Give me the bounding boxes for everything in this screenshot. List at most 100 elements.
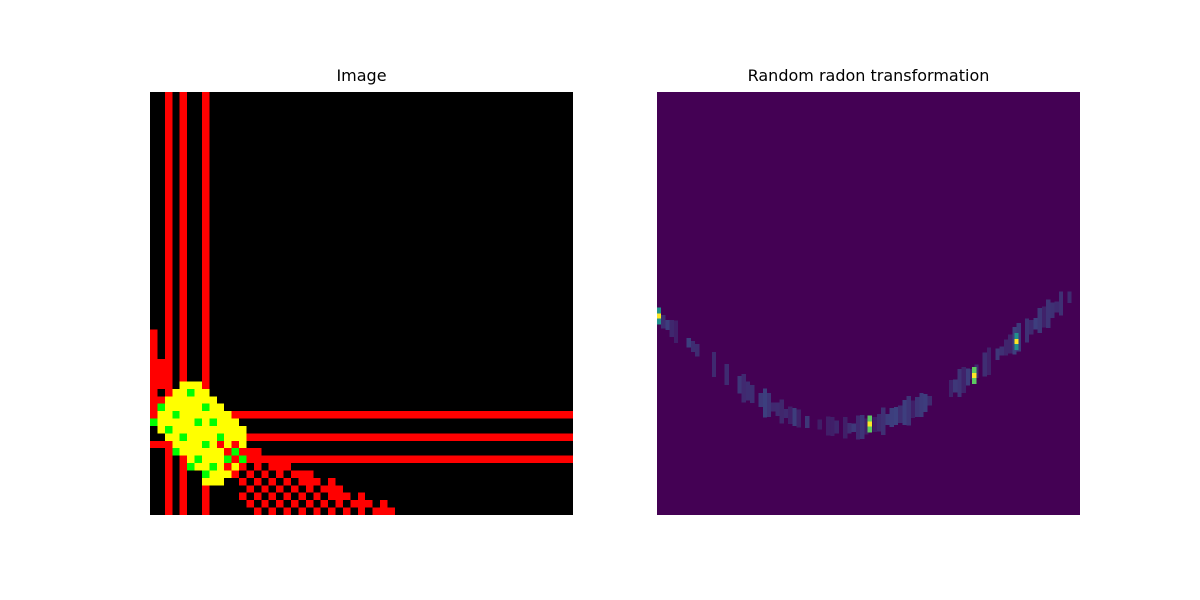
sinogram-streak — [792, 407, 797, 426]
checker-pixel — [224, 448, 232, 456]
checker-pixel — [291, 485, 299, 493]
checker-pixel — [335, 500, 343, 508]
sinogram-streak — [1041, 306, 1047, 328]
checker-pixel — [357, 507, 366, 515]
checker-pixel — [246, 500, 254, 508]
red-pixel — [164, 381, 173, 389]
horizontal-red-line — [224, 433, 573, 441]
sinogram-streak — [986, 347, 992, 375]
checker-pixel — [298, 492, 306, 501]
bright-streak-core — [1014, 339, 1019, 345]
red-pixel — [150, 403, 158, 412]
green-pixel — [201, 403, 210, 412]
diagonal-red-step — [276, 463, 291, 471]
checker-pixel — [253, 477, 262, 486]
sinogram-streak — [779, 399, 784, 424]
checker-pixel — [313, 492, 321, 501]
yellow-blob-pixel — [164, 403, 225, 412]
red-pixel — [157, 366, 165, 374]
sinogram-streak — [834, 420, 839, 434]
checker-pixel — [224, 463, 232, 471]
checker-pixel — [261, 500, 269, 508]
red-pixel — [164, 388, 173, 397]
red-pixel — [150, 366, 158, 374]
green-pixel — [172, 448, 180, 456]
red-pixel — [150, 344, 158, 352]
checker-pixel — [328, 477, 336, 486]
checker-pixel — [313, 507, 321, 515]
red-pixel — [157, 359, 165, 367]
diagonal-red-step — [261, 455, 277, 464]
red-pixel — [150, 381, 158, 389]
sinogram-streak — [855, 415, 861, 440]
checker-pixel — [268, 477, 277, 486]
diagonal-red-step — [320, 485, 336, 493]
checker-pixel — [239, 492, 247, 501]
sinogram-streak — [775, 402, 780, 416]
radon-title: Random radon transformation — [747, 66, 990, 85]
sinogram-streak — [906, 396, 911, 426]
green-pixel — [209, 418, 217, 426]
green-pixel — [239, 455, 247, 464]
horizontal-red-line — [239, 455, 573, 464]
checker-pixel — [276, 500, 284, 508]
sinogram-streak — [881, 407, 886, 435]
bright-streak-core — [867, 421, 872, 427]
sinogram-streak — [1050, 302, 1055, 319]
sinogram-streak — [961, 367, 966, 394]
sinogram-streak — [686, 338, 691, 348]
checker-pixel — [253, 492, 262, 501]
red-pixel — [150, 411, 158, 419]
sinogram-streak — [1067, 291, 1072, 303]
sinogram-streak — [817, 419, 822, 430]
checker-pixel — [298, 507, 306, 515]
sinogram-streak — [788, 406, 793, 425]
checker-pixel — [239, 477, 247, 486]
sinogram-streak — [1029, 320, 1034, 335]
checker-pixel — [239, 463, 247, 471]
red-pixel — [150, 359, 158, 367]
red-pixel — [150, 336, 158, 345]
checker-pixel — [268, 492, 277, 501]
checker-pixel — [305, 485, 314, 493]
sinogram-streak — [898, 405, 903, 423]
yellow-blob-pixel — [201, 477, 225, 486]
yellow-blob-pixel — [179, 381, 202, 389]
sinogram-streak — [1046, 299, 1051, 329]
checker-pixel — [276, 485, 284, 493]
sinogram-streak — [893, 406, 899, 426]
checker-pixel — [246, 470, 254, 478]
sinogram-streak — [695, 344, 700, 357]
yellow-blob-pixel — [179, 448, 247, 456]
green-pixel — [194, 418, 202, 426]
yellow-blob-pixel — [157, 425, 247, 434]
checker-pixel — [380, 500, 388, 508]
sinogram-streak — [1016, 323, 1021, 352]
sinogram-streak — [876, 413, 882, 432]
sinogram-streak — [745, 381, 751, 401]
green-pixel — [164, 425, 173, 434]
sinogram-streak — [872, 417, 877, 432]
vertical-red-line — [201, 92, 210, 515]
sinogram-streak — [864, 418, 869, 435]
sinogram-streak — [910, 400, 916, 419]
sinogram-streak — [758, 392, 763, 408]
sinogram-streak — [690, 341, 696, 353]
red-pixel — [150, 396, 158, 404]
checker-pixel — [239, 448, 247, 456]
sinogram-streak — [953, 379, 958, 393]
checker-pixel — [328, 507, 336, 515]
sinogram-streak — [830, 417, 835, 436]
diagonal-red-step — [335, 492, 351, 501]
green-pixel — [187, 388, 195, 397]
sinogram-streak — [1025, 318, 1030, 343]
green-pixel — [150, 418, 158, 426]
red-pixel — [157, 396, 165, 404]
sinogram-streak — [1008, 334, 1013, 354]
sinogram-streak — [724, 363, 729, 386]
sinogram-streak — [665, 320, 670, 331]
checker-pixel — [328, 492, 336, 501]
sinogram-streak — [771, 402, 776, 412]
sinogram-streak — [796, 409, 801, 428]
green-pixel — [209, 463, 217, 471]
